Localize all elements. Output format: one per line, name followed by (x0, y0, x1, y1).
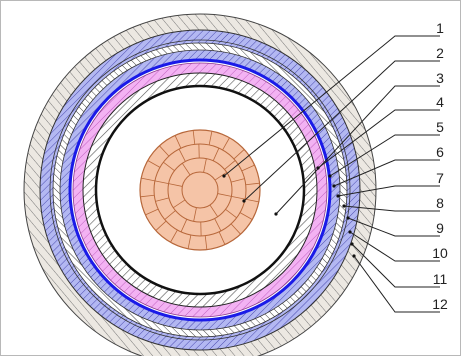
callout-label-1: 1 (436, 20, 444, 36)
leader-line-2 (243, 60, 440, 202)
leader-line-5 (329, 134, 440, 177)
callout-label-4: 4 (436, 94, 444, 110)
leader-tip-2 (242, 199, 246, 203)
leader-line-7 (337, 185, 440, 197)
leader-line-12 (353, 255, 440, 313)
leader-tip-3 (274, 212, 278, 216)
callout-label-5: 5 (436, 119, 444, 135)
callout-label-7: 7 (436, 170, 444, 186)
leader-tip-7 (336, 194, 340, 198)
leader-tip-11 (350, 242, 354, 246)
leader-line-1 (223, 35, 440, 177)
leader-line-3 (275, 85, 440, 215)
leader-line-8 (343, 205, 440, 212)
leader-tip-8 (342, 204, 346, 208)
callout-label-9: 9 (436, 220, 444, 236)
callout-label-6: 6 (436, 144, 444, 160)
leader-tip-1 (222, 174, 226, 178)
callout-label-12: 12 (432, 296, 448, 312)
leader-line-9 (347, 217, 440, 237)
leader-line-11 (351, 243, 440, 288)
leader-line-6 (333, 159, 440, 187)
leader-tip-5 (328, 174, 332, 178)
leader-line-10 (349, 231, 440, 262)
callout-label-3: 3 (436, 70, 444, 86)
callout-label-2: 2 (436, 45, 444, 61)
leader-tip-6 (332, 184, 336, 188)
leader-tip-9 (346, 216, 350, 220)
leader-tip-4 (316, 166, 320, 170)
callout-label-11: 11 (433, 271, 448, 287)
conductor-core (139, 129, 261, 251)
leader-line-4 (317, 109, 440, 169)
callout-label-10: 10 (432, 245, 448, 261)
callout-label-8: 8 (436, 195, 444, 211)
leader-tip-12 (352, 254, 356, 258)
leader-tip-10 (348, 230, 352, 234)
